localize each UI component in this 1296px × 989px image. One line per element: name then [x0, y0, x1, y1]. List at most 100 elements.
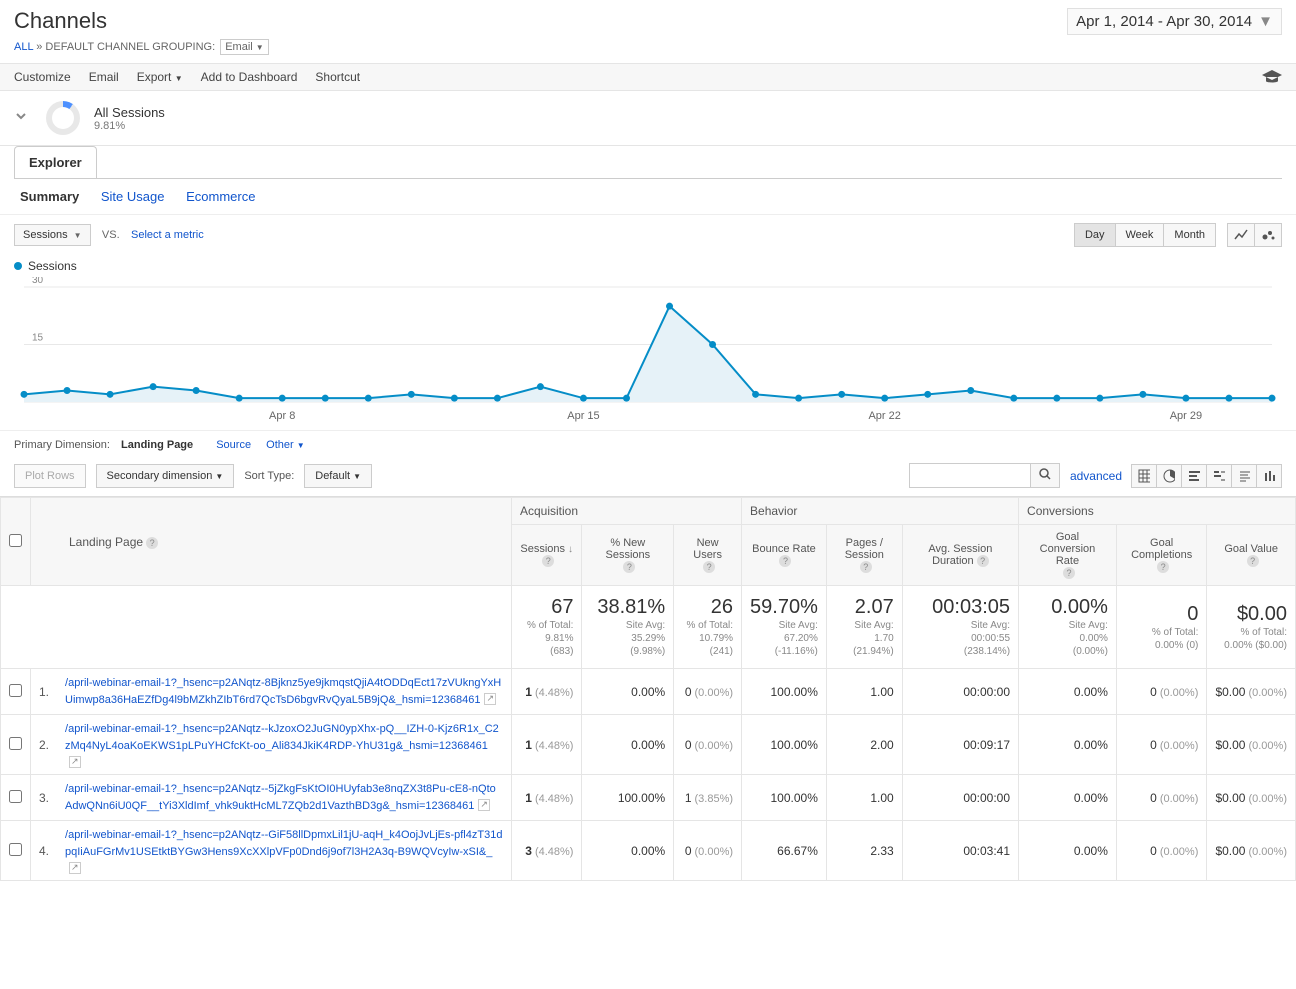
subtab-ecommerce[interactable]: Ecommerce [186, 189, 255, 204]
education-icon[interactable] [1262, 70, 1282, 84]
metric-selector[interactable]: Sessions ▼ [14, 224, 91, 246]
breadcrumb-value: Email [225, 41, 253, 53]
table-row: 1./april-webinar-email-1?_hsenc=p2ANqtz-… [1, 669, 1296, 715]
row-checkbox[interactable] [9, 843, 22, 856]
primary-dimension-label: Primary Dimension: [14, 439, 110, 451]
help-icon[interactable]: ? [703, 561, 715, 573]
subtab-site-usage[interactable]: Site Usage [101, 189, 165, 204]
svg-text:Apr 8: Apr 8 [269, 410, 295, 422]
date-range-picker[interactable]: Apr 1, 2014 - Apr 30, 2014 ▼ [1067, 8, 1282, 35]
select-metric-link[interactable]: Select a metric [131, 229, 204, 241]
dim-source[interactable]: Source [216, 439, 251, 451]
sum-gval: $0.00% of Total:0.00% ($0.00) [1207, 586, 1296, 669]
help-icon[interactable]: ? [977, 555, 989, 567]
row-checkbox[interactable] [9, 737, 22, 750]
col-gcomp[interactable]: Goal Completions? [1116, 525, 1206, 586]
cell-bounce: 100.00% [742, 775, 827, 821]
sort-type-select[interactable]: Default ▼ [304, 464, 372, 488]
chevron-down-icon: ▼ [215, 472, 223, 481]
help-icon[interactable]: ? [1247, 555, 1259, 567]
open-link-icon[interactable] [484, 693, 496, 705]
sum-gcr: 0.00%Site Avg:0.00%(0.00%) [1019, 586, 1117, 669]
svg-text:15: 15 [32, 333, 44, 344]
cell-new-users: 0(0.00%) [674, 669, 742, 715]
col-bounce[interactable]: Bounce Rate? [742, 525, 827, 586]
time-month-button[interactable]: Month [1163, 223, 1216, 247]
landing-page-link[interactable]: /april-webinar-email-1?_hsenc=p2ANqtz--G… [65, 829, 502, 858]
secondary-dimension-button[interactable]: Secondary dimension ▼ [96, 464, 235, 488]
tab-explorer[interactable]: Explorer [14, 146, 97, 178]
landing-page-link[interactable]: /april-webinar-email-1?_hsenc=p2ANqtz-8B… [65, 677, 501, 706]
col-gval[interactable]: Goal Value? [1207, 525, 1296, 586]
cell-pps: 1.00 [826, 775, 902, 821]
sort-type-label: Sort Type: [244, 470, 294, 482]
date-range-text: Apr 1, 2014 - Apr 30, 2014 [1076, 13, 1252, 30]
cell-duration: 00:03:41 [902, 821, 1018, 881]
cell-pps: 1.00 [826, 669, 902, 715]
line-chart-view-icon[interactable] [1227, 223, 1255, 247]
help-icon[interactable]: ? [1157, 561, 1169, 573]
vs-label: VS. [102, 229, 120, 241]
advanced-link[interactable]: advanced [1070, 469, 1122, 483]
time-week-button[interactable]: Week [1115, 223, 1165, 247]
breadcrumb-value-select[interactable]: Email ▼ [220, 39, 269, 55]
col-gcr[interactable]: Goal Conversion Rate? [1019, 525, 1117, 586]
view-table-icon[interactable] [1131, 464, 1157, 488]
view-pie-icon[interactable] [1156, 464, 1182, 488]
chevron-down-icon: ▼ [1258, 13, 1273, 30]
view-term-cloud-icon[interactable] [1231, 464, 1257, 488]
sort-default-label: Default [315, 470, 350, 482]
search-button[interactable] [1030, 464, 1059, 487]
cell-duration: 00:09:17 [902, 715, 1018, 775]
cell-gcr: 0.00% [1019, 775, 1117, 821]
group-acquisition: Acquisition [511, 498, 741, 525]
help-icon[interactable]: ? [146, 537, 158, 549]
help-icon[interactable]: ? [542, 555, 554, 567]
export-button[interactable]: Export ▼ [137, 70, 183, 84]
group-conversions: Conversions [1019, 498, 1296, 525]
dim-other[interactable]: Other ▼ [266, 439, 305, 451]
shortcut-button[interactable]: Shortcut [315, 70, 360, 84]
customize-button[interactable]: Customize [14, 70, 71, 84]
row-checkbox[interactable] [9, 790, 22, 803]
motion-chart-view-icon[interactable] [1254, 223, 1282, 247]
export-label: Export [137, 70, 172, 84]
open-link-icon[interactable] [69, 862, 81, 874]
help-icon[interactable]: ? [1063, 567, 1075, 579]
open-link-icon[interactable] [478, 799, 490, 811]
col-sessions[interactable]: Sessions↓? [511, 525, 582, 586]
view-pivot-icon[interactable] [1256, 464, 1282, 488]
help-icon[interactable]: ? [623, 561, 635, 573]
search-input[interactable] [910, 464, 1030, 487]
expand-segment-icon[interactable] [14, 109, 32, 127]
breadcrumb-all[interactable]: ALL [14, 41, 33, 53]
landing-page-link[interactable]: /april-webinar-email-1?_hsenc=p2ANqtz--5… [65, 783, 496, 812]
cell-new-sessions: 0.00% [582, 821, 674, 881]
select-all-checkbox[interactable] [9, 534, 22, 547]
subtab-summary[interactable]: Summary [20, 189, 79, 204]
plot-rows-button[interactable]: Plot Rows [14, 464, 86, 488]
add-to-dashboard-button[interactable]: Add to Dashboard [201, 70, 298, 84]
dim-other-label: Other [266, 439, 294, 451]
view-comparison-icon[interactable] [1206, 464, 1232, 488]
col-pps[interactable]: Pages / Session? [826, 525, 902, 586]
landing-page-link[interactable]: /april-webinar-email-1?_hsenc=p2ANqtz--k… [65, 723, 499, 752]
chevron-down-icon: ▼ [297, 441, 305, 450]
col-landing-page[interactable]: Landing Page [39, 535, 143, 549]
sum-sessions: 67% of Total:9.81% (683) [511, 586, 582, 669]
open-link-icon[interactable] [69, 756, 81, 768]
cell-bounce: 100.00% [742, 715, 827, 775]
cell-gval: $0.00(0.00%) [1207, 775, 1296, 821]
email-button[interactable]: Email [89, 70, 119, 84]
col-duration[interactable]: Avg. Session Duration? [902, 525, 1018, 586]
col-new-users[interactable]: New Users? [674, 525, 742, 586]
cell-gcr: 0.00% [1019, 669, 1117, 715]
help-icon[interactable]: ? [779, 555, 791, 567]
row-checkbox[interactable] [9, 684, 22, 697]
col-new-sessions[interactable]: % New Sessions? [582, 525, 674, 586]
dim-landing-page[interactable]: Landing Page [121, 439, 193, 451]
help-icon[interactable]: ? [860, 561, 872, 573]
time-day-button[interactable]: Day [1074, 223, 1116, 247]
sum-bounce: 59.70%Site Avg:67.20%(-11.16%) [742, 586, 827, 669]
view-bar-icon[interactable] [1181, 464, 1207, 488]
